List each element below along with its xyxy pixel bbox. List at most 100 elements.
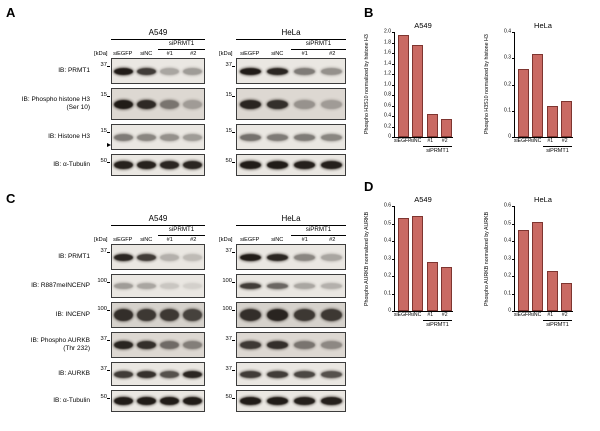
ib-label: IB: Histone H3 [48, 124, 90, 150]
lane-labels: siEGFP siNC #1 #2 [111, 237, 205, 244]
kda-tick [107, 398, 110, 399]
y-axis: 0 0.1 0.2 0.3 0.4 0.5 0.6 [500, 203, 514, 313]
y-tick-mark [512, 206, 514, 208]
protein-band [183, 397, 202, 405]
bar [412, 44, 424, 137]
panel-b-charts: A549 Phospho H3S10 normalized by histone … [364, 21, 596, 154]
kda-unit-label: [kDa] [94, 51, 108, 57]
protein-band [239, 67, 262, 75]
lane-header: A549 siPRMT1 siEGFP siNC #1 #2 [111, 208, 205, 244]
y-tick-label: 0.2 [504, 272, 511, 279]
protein-band [137, 397, 156, 405]
blot-lane [112, 89, 135, 119]
treatment-bracket-inner: siPRMT1 [423, 145, 452, 155]
blot-row: 100 [219, 302, 346, 328]
treatment-row: siPRMT1 [111, 40, 205, 50]
protein-band [293, 67, 316, 75]
cell-line-label: A549 [148, 28, 168, 38]
kda-tick [232, 282, 235, 283]
protein-band [160, 283, 179, 289]
y-tick-mark [392, 32, 394, 33]
blot-lane [237, 59, 264, 83]
x-tick-label: #1 [427, 138, 434, 144]
protein-band [183, 253, 202, 261]
kda-tick [232, 162, 235, 163]
protein-band [137, 161, 156, 169]
kda-tick [107, 162, 110, 163]
blot-lane [237, 275, 264, 297]
protein-band [320, 253, 343, 261]
protein-band [293, 341, 316, 349]
y-tick-mark [392, 63, 394, 65]
blot-lane [291, 391, 318, 411]
protein-band [137, 253, 156, 261]
y-tick-mark [392, 116, 394, 117]
treatment-bracket-inner: siPRMT1 [423, 319, 452, 329]
y-tick-mark [512, 58, 514, 60]
protein-band [114, 99, 133, 109]
kda-column: 15 [219, 124, 236, 150]
y-tick-label: 0 [388, 133, 391, 140]
protein-band [266, 133, 289, 141]
protein-band [293, 133, 316, 141]
blot-row: 50 [219, 390, 346, 412]
chart-d-a549: A549 Phospho AURKB normalized by AURKB 0 0.… [364, 195, 474, 328]
panel-d-label: D [364, 179, 374, 195]
blot-lane [158, 89, 181, 119]
protein-band [114, 341, 133, 349]
bar [426, 261, 438, 312]
protein-band [114, 370, 133, 378]
protein-band [137, 341, 156, 349]
chart-b-a549: A549 Phospho H3S10 normalized by histone … [364, 21, 474, 154]
protein-band [160, 397, 179, 405]
blot-row: 100 [94, 302, 205, 328]
ib-label: IB: Phospho AURKB (Thr 232) [31, 332, 90, 358]
kda-column: 15 [219, 88, 236, 120]
protein-band [114, 161, 133, 169]
lane-label: siNC [271, 236, 284, 243]
panel-a-blots: IB: PRMT1 IB: Phospho histone H3 (Ser 10) I… [6, 22, 358, 180]
x-tick-label: siNC [410, 138, 422, 144]
kda-column: 37 [94, 244, 111, 270]
y-axis-label: Phospho H3S10 normalized by histone H3 [364, 34, 370, 135]
y-tick-label: 1.8 [384, 39, 391, 45]
kda-value: 50 [225, 394, 232, 400]
ib-label-subtext: (Thr 232) [63, 345, 90, 352]
kda-column: 15 [94, 124, 111, 150]
x-tick-label: siNC [410, 312, 422, 319]
protein-band [160, 161, 179, 169]
blot-box [111, 274, 205, 298]
lane-labels: siEGFP siNC #1 #2 [111, 51, 205, 58]
blot-lane [135, 59, 158, 83]
ib-label: IB: INCENP [56, 302, 90, 328]
bracket-line [423, 319, 452, 322]
protein-band [239, 161, 262, 169]
protein-band [160, 370, 179, 378]
blot-lane [181, 59, 204, 83]
y-tick-mark [392, 293, 394, 295]
lane-label: siNC [271, 50, 284, 57]
bar [517, 230, 529, 312]
lane-label: #1 [166, 236, 173, 243]
panel-d: D A549 Phospho AURKB normalized by AURKB 0… [364, 180, 596, 328]
panel-d-charts: A549 Phospho AURKB normalized by AURKB 0 0.… [364, 195, 596, 328]
blot-lane [264, 125, 291, 149]
blot-lane [135, 245, 158, 269]
panel-b: B A549 Phospho H3S10 normalized by histon… [364, 6, 596, 154]
blot-lane [181, 245, 204, 269]
protein-band [160, 341, 179, 349]
protein-band [239, 99, 262, 109]
kda-column: 50 [219, 154, 236, 176]
treatment-label: siPRMT1 [291, 226, 346, 236]
blot-lane [135, 275, 158, 297]
chart-body: Phospho AURKB normalized by AURKB 0 0.1 0.2… [364, 203, 474, 313]
blot-lane [158, 333, 181, 357]
y-tick-label: 1.6 [384, 49, 391, 56]
blot-lane [264, 333, 291, 357]
chart-title: A549 [414, 21, 432, 30]
kda-column: 37 [219, 244, 236, 270]
protein-band [137, 67, 156, 75]
ib-label: IB: R887meINCENP [31, 274, 90, 298]
y-tick-label: 0.1 [504, 290, 511, 297]
protein-band [160, 67, 179, 75]
